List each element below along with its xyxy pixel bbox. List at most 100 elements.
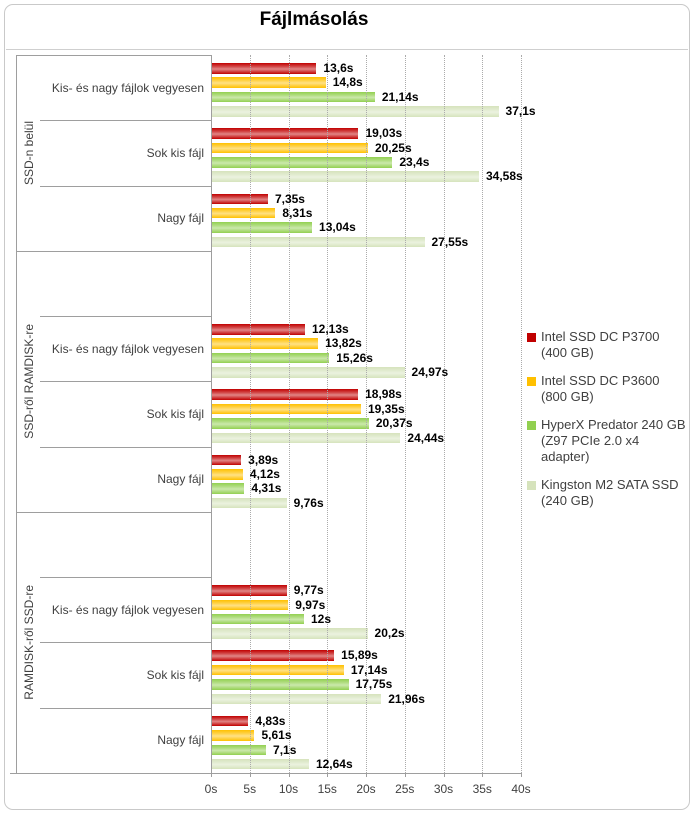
x-axis-line — [10, 773, 521, 774]
legend-marker — [527, 421, 536, 430]
bar — [211, 679, 349, 690]
category-label: Kis- és nagy fájlok vegyesen — [51, 80, 204, 95]
bar-value-label: 12,13s — [312, 322, 349, 337]
x-axis-tick-label: 40s — [511, 782, 531, 796]
x-axis-tick-label: 30s — [433, 782, 454, 796]
bar-value-label: 19,35s — [367, 401, 405, 416]
group-label: SSD-n belül — [17, 55, 40, 251]
bar — [211, 106, 499, 117]
bar-value-label: 4,12s — [249, 467, 280, 482]
bar — [211, 338, 319, 349]
bar-value-label: 23,4s — [399, 155, 430, 170]
legend-marker — [527, 481, 536, 490]
bar — [211, 715, 249, 727]
grid-line — [404, 55, 406, 773]
group-label: SSD-ről RAMDISK-re — [17, 251, 40, 512]
bar-value-label: 4,83s — [255, 713, 286, 728]
bar-value-label: 13,6s — [323, 61, 354, 75]
x-axis-tick-label: 35s — [472, 782, 492, 796]
bar — [211, 193, 268, 205]
bar — [211, 403, 361, 415]
bar-value-label: 17,75s — [355, 677, 393, 692]
bar-value-label: 20,37s — [375, 416, 413, 431]
bar — [211, 650, 335, 661]
bar-value-label: 8,31s — [282, 205, 313, 220]
bar — [211, 352, 330, 364]
legend-item: Kingston M2 SATA SSD (240 GB) — [527, 477, 689, 509]
bar-value-label: 27,55s — [431, 234, 469, 249]
bar — [211, 77, 326, 88]
bar-value-label: 34,58s — [485, 169, 523, 184]
x-axis-tick-label: 20s — [356, 782, 376, 796]
category-separator-line — [40, 642, 211, 644]
legend-item: Intel SSD DC P3700 (400 GB) — [527, 329, 689, 361]
bar-value-label: 7,35s — [274, 191, 305, 206]
label-area-left-line — [16, 55, 17, 773]
category-separator-line — [40, 577, 211, 579]
bar — [211, 418, 369, 429]
bar — [211, 744, 267, 756]
legend-marker — [527, 333, 536, 342]
bar — [211, 483, 245, 494]
bar — [211, 432, 401, 444]
legend-item-detail: (400 GB) — [541, 345, 594, 360]
legend-item-name: Kingston M2 SATA SSD — [541, 477, 679, 492]
bar-value-label: 5,61s — [261, 728, 292, 743]
group-label-text: SSD-n belül — [21, 120, 36, 185]
bar — [211, 222, 313, 233]
category-label: Sok kis fájl — [146, 406, 204, 421]
category-separator-line — [40, 707, 211, 709]
legend-item-name: Intel SSD DC P3600 — [541, 373, 660, 388]
x-axis-tick — [482, 773, 484, 777]
bar-value-label: 24,44s — [407, 430, 445, 445]
bar — [211, 613, 304, 625]
bar — [211, 497, 287, 509]
legend-item-name: Intel SSD DC P3700 — [541, 329, 660, 344]
grid-line — [366, 55, 367, 773]
bar-value-label: 7,1s — [273, 742, 297, 757]
x-axis-tick — [404, 773, 406, 777]
grid-line — [482, 55, 484, 773]
bar — [211, 324, 305, 335]
category-label: Kis- és nagy fájlok vegyesen — [51, 602, 204, 617]
x-axis-tick — [249, 773, 251, 777]
bar — [211, 758, 309, 770]
bar-value-label: 12s — [311, 611, 332, 626]
bar-value-label: 17,14s — [350, 662, 388, 677]
bar — [211, 63, 317, 74]
category-separator-line — [40, 185, 211, 187]
legend-item-label: Kingston M2 SATA SSD (240 GB) — [541, 477, 679, 509]
bar — [211, 389, 359, 400]
bar-value-label: 18,98s — [365, 387, 402, 402]
bar-value-label: 9,97s — [295, 597, 326, 612]
bar-value-label: 12,64s — [315, 756, 353, 771]
legend-item-detail: (800 GB) — [541, 389, 594, 404]
group-separator-line — [16, 511, 211, 513]
bar — [211, 730, 255, 741]
bar — [211, 236, 425, 248]
bar — [211, 693, 382, 705]
bar-value-label: 9,76s — [293, 495, 324, 510]
bar — [211, 207, 276, 219]
group-separator-line — [16, 250, 211, 252]
bar — [211, 585, 287, 596]
bar-value-label: 3,89s — [248, 452, 279, 467]
bar-value-label: 13,82s — [325, 336, 362, 351]
bar-value-label: 9,77s — [293, 583, 324, 598]
chart-title: Fájlmásolás — [259, 9, 369, 30]
bar-value-label: 20,25s — [374, 140, 412, 155]
legend-item-name: HyperX Predator 240 GB — [541, 417, 686, 432]
legend-item-label: HyperX Predator 240 GB (Z97 PCIe 2.0 x4 a… — [541, 417, 689, 465]
bar — [211, 128, 359, 139]
legend: Intel SSD DC P3700 (400 GB) Intel SSD DC P… — [527, 329, 689, 521]
grid-line — [521, 55, 522, 773]
bar-value-label: 15,89s — [341, 648, 378, 663]
x-axis-tick-label: 25s — [395, 782, 415, 796]
x-axis-tick — [366, 773, 367, 777]
bar — [211, 469, 243, 480]
category-label: Nagy fájl — [157, 211, 204, 226]
category-label: Kis- és nagy fájlok vegyesen — [51, 341, 204, 356]
bar — [211, 157, 393, 168]
